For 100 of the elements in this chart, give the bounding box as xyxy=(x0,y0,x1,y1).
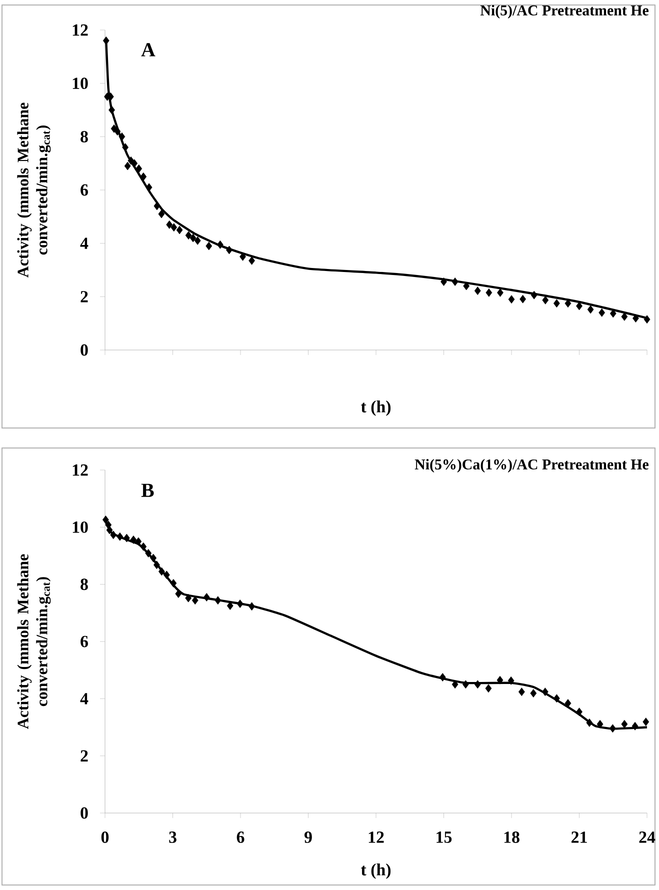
point xyxy=(176,226,183,234)
point xyxy=(206,242,212,250)
point xyxy=(140,172,147,181)
point xyxy=(166,220,173,229)
point xyxy=(116,532,124,541)
point xyxy=(496,676,504,684)
point xyxy=(440,673,446,682)
point xyxy=(214,596,222,605)
point xyxy=(598,308,606,317)
y-tick-label: 0 xyxy=(80,807,88,819)
point xyxy=(554,694,560,703)
x-tick-label: 6 xyxy=(236,832,244,843)
point xyxy=(508,295,515,304)
chart-title: Ni(5)/AC Pretreatment He xyxy=(480,4,649,19)
x-tick-label: 3 xyxy=(169,832,177,843)
y-tick-label: 10 xyxy=(72,78,88,90)
x-tick-label: 0 xyxy=(102,832,109,843)
y-tick-label: 4 xyxy=(80,693,88,704)
x-axis-title: t (h) xyxy=(361,400,391,416)
point xyxy=(124,534,130,542)
point xyxy=(632,314,640,322)
point xyxy=(154,560,160,570)
point xyxy=(642,718,650,726)
x-tick-label: 21 xyxy=(572,832,587,843)
point xyxy=(108,106,116,114)
y-tick-label: 2 xyxy=(80,291,88,302)
x-tick-label: 15 xyxy=(436,832,452,843)
point xyxy=(103,36,110,45)
point xyxy=(474,286,481,296)
point xyxy=(474,680,481,689)
chart-title: Ni(5%)Ca(1%)/AC Pretreatment He xyxy=(414,458,649,473)
point xyxy=(248,602,256,611)
point xyxy=(194,236,201,245)
point xyxy=(145,548,152,558)
point xyxy=(190,234,196,242)
y-tick-label: 2 xyxy=(80,750,88,762)
x-tick-label: 12 xyxy=(368,832,384,843)
point xyxy=(236,600,244,608)
point xyxy=(486,288,492,297)
annotation: A xyxy=(141,43,156,56)
point xyxy=(175,590,182,598)
point xyxy=(542,296,549,304)
point xyxy=(632,722,638,730)
y-tick-label: 12 xyxy=(72,464,88,476)
point xyxy=(106,526,113,534)
point xyxy=(564,699,572,708)
point xyxy=(576,708,583,716)
point xyxy=(452,680,458,689)
point xyxy=(586,718,593,727)
point xyxy=(587,305,594,314)
point xyxy=(520,294,526,304)
point xyxy=(192,596,198,605)
y-tick-label: 0 xyxy=(80,344,88,356)
point xyxy=(248,256,256,265)
point xyxy=(497,288,504,297)
x-tick-label: 9 xyxy=(304,832,312,843)
point xyxy=(644,315,650,324)
point xyxy=(508,676,514,685)
y-tick-label: 8 xyxy=(80,130,88,142)
point xyxy=(542,688,548,696)
point xyxy=(118,132,126,141)
point xyxy=(135,537,142,546)
annotation: B xyxy=(141,484,154,497)
point xyxy=(124,162,131,170)
point xyxy=(110,530,117,540)
y-tick-label: 10 xyxy=(72,521,88,533)
point xyxy=(158,567,165,576)
point xyxy=(462,680,469,689)
y-tick-label: 8 xyxy=(80,578,88,590)
point xyxy=(621,720,628,728)
point xyxy=(164,570,170,580)
y-tick-label: 6 xyxy=(80,184,88,196)
point xyxy=(485,684,492,693)
point xyxy=(596,720,604,728)
point xyxy=(204,593,210,602)
point xyxy=(452,278,458,286)
x-tick-label: 18 xyxy=(504,832,520,843)
point xyxy=(440,278,448,286)
y-tick-label: 6 xyxy=(80,636,88,648)
point xyxy=(170,579,177,588)
point xyxy=(518,688,525,696)
point xyxy=(226,246,233,254)
x-axis-title: t (h) xyxy=(361,864,391,879)
point xyxy=(530,290,538,300)
y-tick-label: 12 xyxy=(72,24,88,36)
point xyxy=(158,210,165,218)
point xyxy=(530,689,537,698)
point xyxy=(136,164,142,173)
point xyxy=(150,554,157,562)
point xyxy=(140,542,147,551)
point xyxy=(102,516,109,524)
point xyxy=(185,594,192,602)
point xyxy=(170,223,178,232)
point xyxy=(130,536,137,544)
y-tick-label: 4 xyxy=(80,238,88,249)
point xyxy=(554,299,560,308)
point xyxy=(610,724,616,733)
point xyxy=(217,240,224,249)
x-tick-label: 24 xyxy=(639,832,656,843)
point xyxy=(185,231,192,240)
